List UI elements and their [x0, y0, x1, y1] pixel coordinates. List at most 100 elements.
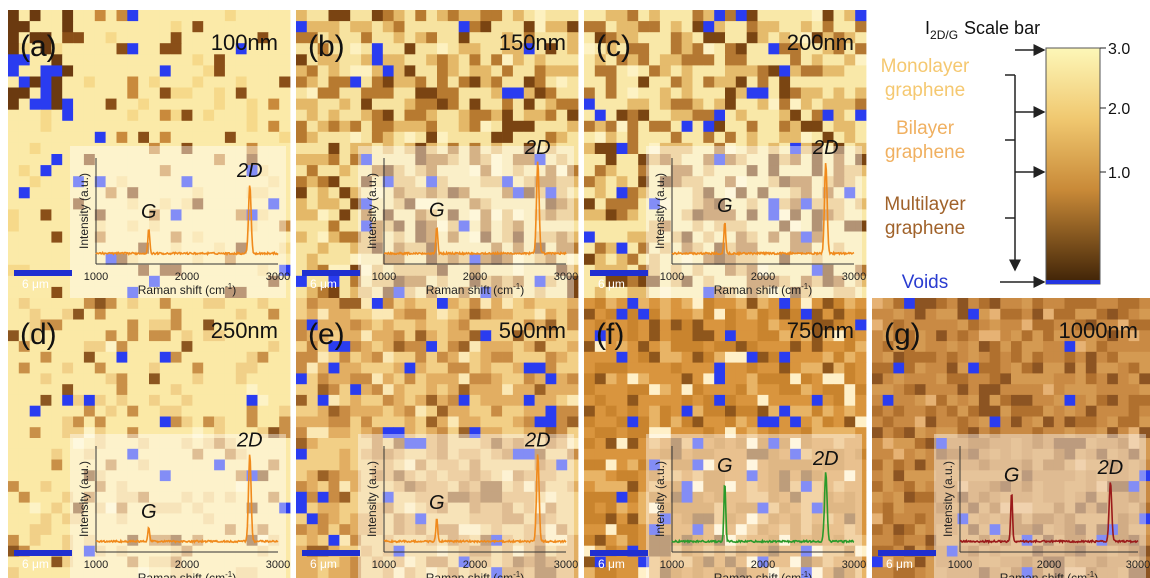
map-pixel [682, 132, 693, 144]
map-pixel [844, 54, 855, 66]
map-pixel [459, 132, 470, 144]
map-pixel [138, 10, 149, 22]
map-pixel [214, 121, 225, 133]
map-pixel [372, 330, 383, 341]
map-pixel [51, 243, 62, 255]
map-pixel [307, 535, 318, 546]
map-pixel [1075, 417, 1086, 428]
map-pixel [192, 43, 203, 55]
map-pixel [703, 395, 714, 406]
map-pixel [936, 341, 947, 352]
map-pixel [1032, 341, 1043, 352]
map-pixel [8, 363, 19, 374]
map-pixel [660, 309, 671, 320]
map-pixel [236, 88, 247, 100]
map-pixel [768, 10, 779, 22]
map-pixel [127, 10, 138, 22]
map-pixel [372, 32, 383, 44]
map-pixel [627, 221, 638, 233]
map-pixel [627, 449, 638, 460]
map-pixel [947, 320, 958, 331]
map-pixel [502, 65, 513, 77]
map-pixel [595, 187, 606, 199]
map-pixel [638, 43, 649, 55]
map-pixel [480, 384, 491, 395]
map-pixel [307, 513, 318, 524]
map-pixel [95, 65, 106, 77]
map-pixel [62, 320, 73, 331]
map-pixel [779, 406, 790, 417]
map-pixel [318, 187, 329, 199]
map-pixel [182, 417, 193, 428]
map-pixel [703, 341, 714, 352]
map-pixel [693, 10, 704, 22]
map-pixel [192, 110, 203, 122]
map-pixel [84, 417, 95, 428]
map-pixel [372, 298, 383, 309]
map-pixel [936, 363, 947, 374]
map-pixel [415, 320, 426, 331]
map-pixel [758, 21, 769, 32]
map-pixel [714, 320, 725, 331]
map-pixel [567, 417, 578, 428]
map-pixel [627, 10, 638, 22]
map-pixel [725, 330, 736, 341]
map-pixel [638, 417, 649, 428]
map-pixel [318, 165, 329, 177]
map-pixel [627, 406, 638, 417]
map-pixel [546, 121, 557, 133]
map-pixel [41, 363, 52, 374]
map-pixel [339, 99, 350, 111]
map-pixel [703, 320, 714, 331]
map-pixel [958, 384, 969, 395]
map-pixel [595, 524, 606, 535]
map-pixel [758, 10, 769, 22]
map-pixel [638, 330, 649, 341]
map-pixel [584, 198, 595, 210]
inset-x-tick-label: 3000 [554, 559, 578, 571]
map-pixel [812, 77, 823, 89]
map-pixel [1075, 352, 1086, 363]
map-pixel [693, 65, 704, 77]
map-pixel [426, 341, 437, 352]
map-pixel [480, 373, 491, 384]
map-pixel [62, 384, 73, 395]
inset-x-tick-label: 2000 [175, 559, 199, 571]
map-pixel [546, 395, 557, 406]
map-pixel [350, 121, 361, 133]
map-pixel [84, 10, 95, 22]
map-pixel [714, 417, 725, 428]
map-pixel [307, 198, 318, 210]
map-pixel [19, 77, 30, 89]
map-pixel [394, 132, 405, 144]
map-pixel [606, 395, 617, 406]
map-pixel [1065, 395, 1076, 406]
map-pixel [693, 320, 704, 331]
map-pixel [606, 406, 617, 417]
map-pixel [415, 298, 426, 309]
map-pixel [584, 221, 595, 233]
map-pixel [682, 43, 693, 55]
map-pixel [567, 298, 578, 309]
map-pixel [883, 492, 894, 503]
map-pixel [747, 110, 758, 122]
map-pixel [513, 132, 524, 144]
map-pixel [671, 132, 682, 144]
map-pixel [30, 363, 41, 374]
map-pixel [584, 276, 595, 288]
map-pixel [258, 77, 269, 89]
map-pixel [703, 77, 714, 89]
map-pixel [448, 132, 459, 144]
map-pixel [947, 384, 958, 395]
map-pixel [149, 298, 160, 309]
map-pixel [106, 384, 117, 395]
map-pixel [556, 373, 567, 384]
map-pixel [203, 65, 214, 77]
map-pixel [1097, 395, 1108, 406]
map-pixel [372, 373, 383, 384]
inset-x-label: Raman shift (cm-1) [426, 282, 524, 297]
map-pixel [51, 165, 62, 177]
map-pixel [595, 384, 606, 395]
map-pixel [812, 373, 823, 384]
